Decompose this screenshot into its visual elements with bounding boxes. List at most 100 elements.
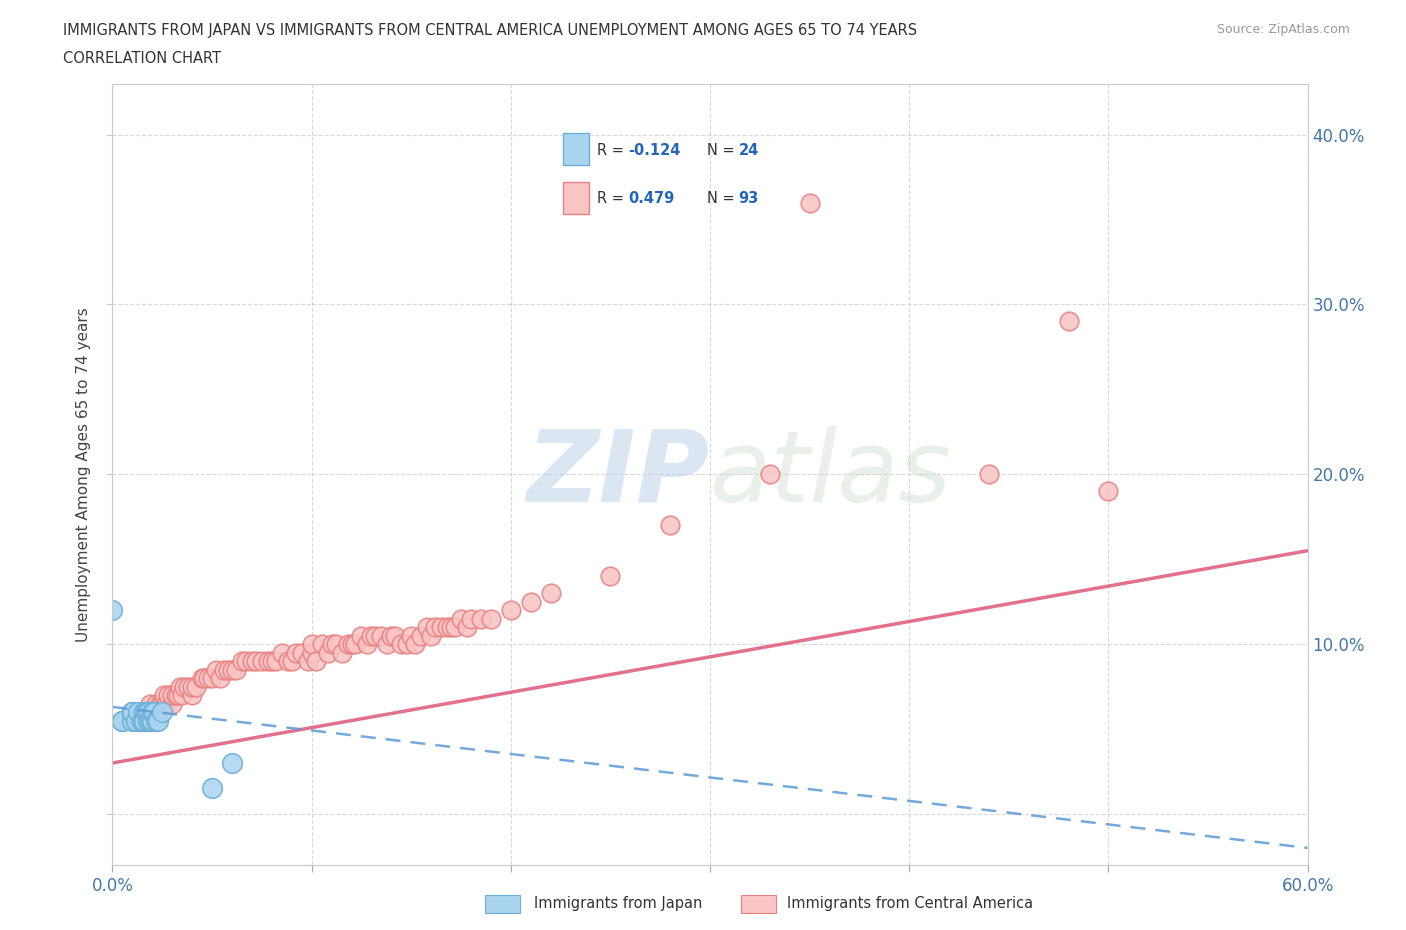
Point xyxy=(153,687,176,702)
Point xyxy=(121,705,143,720)
Bar xyxy=(485,895,520,913)
Point xyxy=(131,713,153,728)
Point xyxy=(139,697,162,711)
Point xyxy=(111,713,134,728)
Point xyxy=(125,713,148,728)
Point xyxy=(197,671,219,685)
Point xyxy=(138,713,160,728)
Point xyxy=(141,713,163,728)
Point xyxy=(364,628,387,643)
Point xyxy=(416,619,439,634)
Point xyxy=(321,637,343,652)
Point xyxy=(125,713,148,728)
Text: Immigrants from Japan: Immigrants from Japan xyxy=(534,897,703,911)
Point xyxy=(456,619,478,634)
Point xyxy=(131,713,153,728)
Point xyxy=(799,195,821,210)
Point xyxy=(377,637,399,652)
Point xyxy=(759,467,782,482)
Point xyxy=(444,619,467,634)
Point xyxy=(411,628,433,643)
Point xyxy=(479,611,502,626)
Point xyxy=(284,645,307,660)
Point xyxy=(316,645,339,660)
Point xyxy=(121,713,143,728)
Point xyxy=(181,679,204,694)
Point xyxy=(305,654,328,669)
Point xyxy=(186,679,208,694)
Point xyxy=(134,705,156,720)
Point xyxy=(121,713,143,728)
Point xyxy=(260,654,283,669)
Point xyxy=(499,603,522,618)
Point xyxy=(172,687,194,702)
Point xyxy=(396,637,419,652)
Point xyxy=(235,654,257,669)
Point xyxy=(111,713,134,728)
Text: Immigrants from Central America: Immigrants from Central America xyxy=(787,897,1033,911)
Point xyxy=(301,645,323,660)
Point xyxy=(240,654,263,669)
Point xyxy=(221,662,243,677)
Point xyxy=(404,637,426,652)
Point xyxy=(167,687,190,702)
Point xyxy=(425,619,447,634)
Point xyxy=(340,637,363,652)
Point xyxy=(277,654,299,669)
Point xyxy=(311,637,333,652)
Bar xyxy=(741,895,776,913)
Text: ZIP: ZIP xyxy=(527,426,710,523)
Point xyxy=(181,687,204,702)
Point xyxy=(135,705,157,720)
Point xyxy=(177,679,200,694)
Point xyxy=(149,697,172,711)
Point xyxy=(599,569,621,584)
Point xyxy=(150,697,173,711)
Point xyxy=(145,697,167,711)
Point xyxy=(141,705,163,720)
Point xyxy=(470,611,492,626)
Point xyxy=(325,637,347,652)
Point xyxy=(138,705,160,720)
Point xyxy=(370,628,392,643)
Point xyxy=(264,654,287,669)
Point xyxy=(111,713,134,728)
Point xyxy=(350,628,373,643)
Point xyxy=(201,671,224,685)
Point xyxy=(450,611,472,626)
Point xyxy=(520,594,543,609)
Point xyxy=(977,467,1000,482)
Point xyxy=(150,705,173,720)
Point xyxy=(217,662,239,677)
Point xyxy=(401,628,423,643)
Point xyxy=(193,671,215,685)
Text: atlas: atlas xyxy=(710,426,952,523)
Point xyxy=(336,637,359,652)
Point xyxy=(209,671,232,685)
Y-axis label: Unemployment Among Ages 65 to 74 years: Unemployment Among Ages 65 to 74 years xyxy=(76,307,91,642)
Point xyxy=(659,518,682,533)
Point xyxy=(257,654,280,669)
Text: CORRELATION CHART: CORRELATION CHART xyxy=(63,51,221,66)
Point xyxy=(191,671,214,685)
Point xyxy=(121,705,143,720)
Point xyxy=(145,713,167,728)
Text: Source: ZipAtlas.com: Source: ZipAtlas.com xyxy=(1216,23,1350,36)
Point xyxy=(360,628,382,643)
Point xyxy=(225,662,247,677)
Point xyxy=(139,713,162,728)
Point xyxy=(384,628,406,643)
Point xyxy=(356,637,378,652)
Point xyxy=(330,645,353,660)
Point xyxy=(380,628,402,643)
Point xyxy=(1097,484,1119,498)
Point xyxy=(212,662,235,677)
Point xyxy=(101,603,124,618)
Point xyxy=(205,662,228,677)
Point xyxy=(127,705,149,720)
Point xyxy=(165,687,187,702)
Point xyxy=(221,755,243,770)
Point xyxy=(420,628,443,643)
Point xyxy=(169,679,191,694)
Point xyxy=(245,654,267,669)
